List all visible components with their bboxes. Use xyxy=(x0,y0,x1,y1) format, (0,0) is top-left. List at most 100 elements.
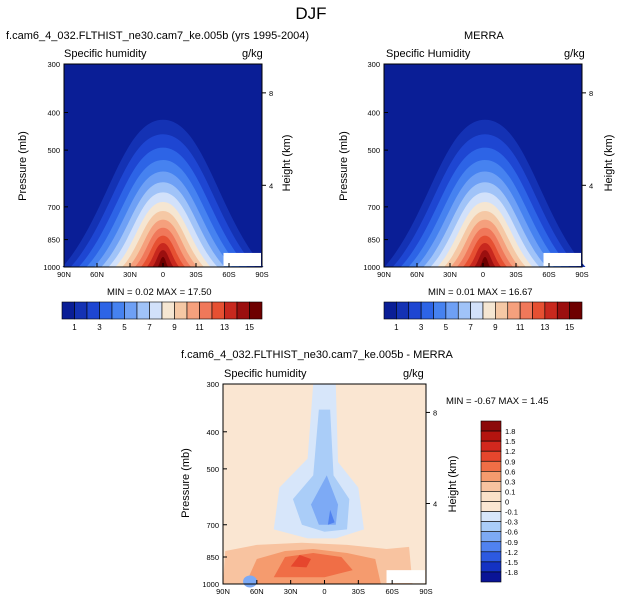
negative-region xyxy=(327,509,335,525)
y-tick-label: 850 xyxy=(367,236,380,245)
missing-data-region xyxy=(223,252,261,266)
x-tick-label: 90S xyxy=(419,587,432,596)
colorbar-swatch xyxy=(470,301,484,320)
colorbar-label: 1 xyxy=(394,323,399,332)
colorbar-swatch xyxy=(74,301,88,320)
panel1-left-label: Specific humidity xyxy=(64,48,147,60)
colorbar-swatch xyxy=(224,301,238,320)
colorbar-swatch xyxy=(99,301,113,320)
colorbar-swatch xyxy=(480,481,502,492)
missing-data-region xyxy=(543,252,581,266)
x-tick-label: 60N xyxy=(90,270,104,279)
y-tick-label: 400 xyxy=(47,109,60,118)
colorbar-label: 11 xyxy=(195,323,204,332)
colorbar-swatch xyxy=(383,301,397,320)
colorbar-swatch xyxy=(507,301,521,320)
missing-data-region xyxy=(386,570,425,583)
panel2-right-label: g/kg xyxy=(564,48,585,60)
colorbar-swatch xyxy=(61,301,75,320)
panel2-left-label: Specific Humidity xyxy=(386,48,471,60)
y-tick-label: 850 xyxy=(206,553,219,562)
y-tick-label: 500 xyxy=(47,146,60,155)
colorbar-swatch xyxy=(136,301,150,320)
colorbar-label: 1.8 xyxy=(505,427,515,436)
x-tick-label: 0 xyxy=(161,270,165,279)
y-tick-label: 700 xyxy=(367,203,380,212)
colorbar-swatch xyxy=(124,301,138,320)
colorbar-swatch xyxy=(111,301,125,320)
panel1-right-label: g/kg xyxy=(242,48,263,60)
colorbar-label: 0.6 xyxy=(505,467,515,476)
colorbar-swatch xyxy=(569,301,583,320)
colorbar-swatch xyxy=(556,301,570,320)
panel3-stats: MIN = -0.67 MAX = 1.45 xyxy=(446,396,549,407)
y-tick-label: 300 xyxy=(47,60,60,69)
colorbar-swatch xyxy=(480,561,502,573)
colorbar-swatch xyxy=(480,511,502,522)
colorbar-label: 0.1 xyxy=(505,487,515,496)
colorbar-label: 7 xyxy=(147,323,152,332)
colorbar-swatch xyxy=(174,301,188,320)
y-tick-label: 1000 xyxy=(43,263,60,272)
colorbar-swatch xyxy=(480,531,502,543)
x-tick-label: 30S xyxy=(352,587,365,596)
y2-tick-label: 8 xyxy=(269,89,273,98)
colorbar-label: -1.5 xyxy=(505,558,518,567)
colorbar-swatch xyxy=(532,301,546,320)
colorbar-label: -1.8 xyxy=(505,568,518,577)
panel2-title: MERRA xyxy=(464,30,504,42)
x-tick-label: 60S xyxy=(542,270,555,279)
colorbar-swatch xyxy=(480,450,502,462)
colorbar-swatch xyxy=(161,301,175,320)
y-tick-label: 700 xyxy=(206,521,219,530)
colorbar-label: -0.6 xyxy=(505,528,518,537)
y2-tick-label: 4 xyxy=(589,181,593,190)
page-title: DJF xyxy=(295,4,327,23)
panel1-stats: MIN = 0.02 MAX = 17.50 xyxy=(107,287,212,298)
colorbar-swatch xyxy=(480,471,502,482)
panel1-plot: 90N 60N 30N 0 30S 60S 90S 300 400 500 700 850 1000 8 4 xyxy=(43,60,273,279)
colorbar-swatch xyxy=(420,301,434,320)
panel2-stats: MIN = 0.01 MAX = 16.67 xyxy=(428,287,533,298)
panel3-plot: 90N 60N 30N 0 30S 60S 90S 300 400 500 700 850 1000 8 4 xyxy=(202,380,437,596)
y-tick-label: 1000 xyxy=(202,580,219,589)
x-tick-label: 30N xyxy=(284,587,298,596)
negative-region xyxy=(243,575,258,588)
colorbar-label: -0.3 xyxy=(505,518,518,527)
positive-region xyxy=(273,553,353,578)
panel1-title: f.cam6_4_032.FLTHIST_ne30.cam7_ke.005b (… xyxy=(6,30,310,42)
y2-tick-label: 4 xyxy=(433,500,437,509)
y-tick-label: 300 xyxy=(206,380,219,389)
colorbar-swatch xyxy=(495,301,509,320)
humidity-contour xyxy=(157,257,169,267)
colorbar-label: 3 xyxy=(419,323,424,332)
colorbar-swatch xyxy=(408,301,422,320)
colorbar-label: 7 xyxy=(468,323,473,332)
x-tick-label: 90N xyxy=(57,270,71,279)
colorbar-label: 11 xyxy=(516,323,525,332)
colorbar-swatch xyxy=(482,301,496,320)
colorbar-diff: 1.81.51.20.90.60.30.10-0.1-0.3-0.6-0.9-1… xyxy=(480,420,518,583)
colorbar-swatch xyxy=(457,301,471,320)
x-tick-label: 30S xyxy=(509,270,522,279)
y-tick-label: 850 xyxy=(47,236,60,245)
colorbar-label: -0.9 xyxy=(505,538,518,547)
y-tick-label: 300 xyxy=(367,60,380,69)
colorbar-swatch xyxy=(480,430,502,442)
colorbar-swatch xyxy=(480,460,502,472)
x-tick-label: 90N xyxy=(377,270,391,279)
colorbar-swatch xyxy=(186,301,200,320)
y-tick-label: 700 xyxy=(47,203,60,212)
y2-tick-label: 4 xyxy=(269,181,273,190)
x-tick-label: 0 xyxy=(322,587,326,596)
colorbar-swatch xyxy=(480,501,502,512)
colorbar-label: 1.2 xyxy=(505,447,515,456)
colorbar-swatch xyxy=(236,301,250,320)
humidity-contour xyxy=(479,257,491,267)
colorbar-swatch xyxy=(396,301,410,320)
x-tick-label: 0 xyxy=(481,270,485,279)
colorbar-swatch xyxy=(480,571,502,583)
x-tick-label: 60S xyxy=(385,587,398,596)
x-tick-label: 30N xyxy=(443,270,457,279)
